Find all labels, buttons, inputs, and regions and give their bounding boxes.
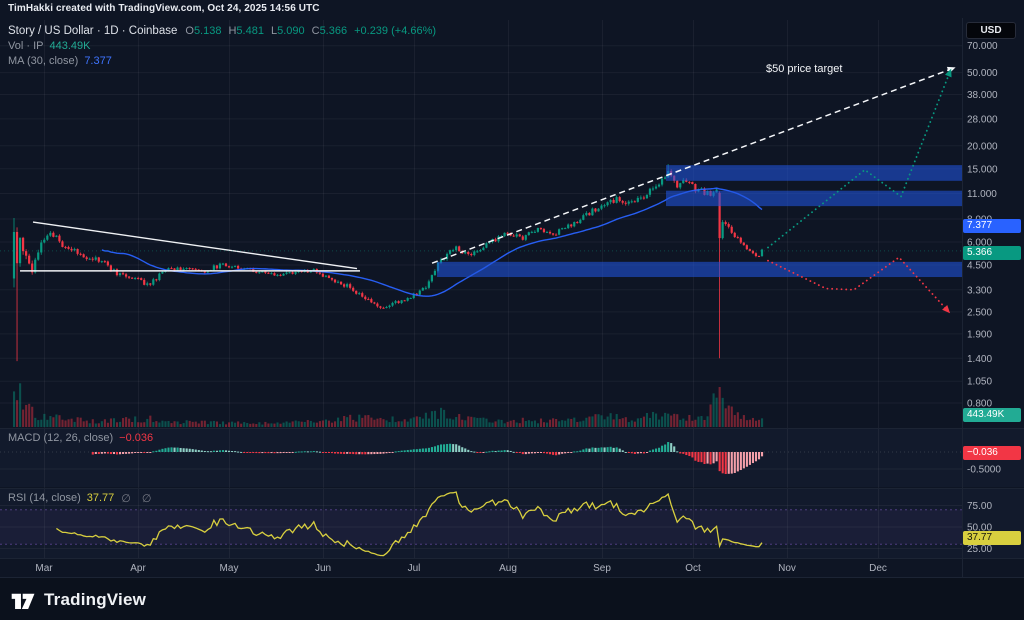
svg-text:38.000: 38.000 bbox=[967, 90, 998, 101]
svg-text:May: May bbox=[220, 563, 239, 574]
ohlc-high: H5.481 bbox=[228, 24, 264, 37]
svg-text:25.00: 25.00 bbox=[967, 544, 992, 555]
macd-label: MACD (12, 26, close) bbox=[8, 432, 114, 444]
chart-canvas[interactable]: 70.000 50.000 38.000 28.000 20.000 15.000 11.0… bbox=[0, 0, 1024, 578]
svg-text:3.300: 3.300 bbox=[967, 285, 992, 296]
svg-text:50.000: 50.000 bbox=[967, 68, 998, 79]
volume-value: 443.49K bbox=[49, 39, 91, 52]
svg-text:1.400: 1.400 bbox=[967, 354, 992, 365]
ma-price-badge: 7.377 bbox=[963, 219, 1021, 233]
rsi-value: 37.77 bbox=[86, 492, 115, 504]
svg-text:Oct: Oct bbox=[685, 563, 701, 574]
svg-text:Nov: Nov bbox=[778, 563, 796, 574]
symbol-title: Story / US Dollar · 1D · Coinbase bbox=[8, 24, 178, 37]
svg-text:Mar: Mar bbox=[35, 563, 53, 574]
macd-legend-row[interactable]: MACD (12, 26, close) −0.036 bbox=[8, 431, 153, 445]
svg-text:0.800: 0.800 bbox=[967, 398, 992, 409]
rsi-legend-row[interactable]: RSI (14, close) 37.77 ∅ ∅ bbox=[8, 491, 156, 505]
tradingview-brand-text: TradingView bbox=[44, 590, 147, 609]
svg-text:1.050: 1.050 bbox=[967, 377, 992, 388]
svg-text:Aug: Aug bbox=[499, 563, 517, 574]
svg-text:Jun: Jun bbox=[315, 563, 331, 574]
price-target-annotation: $50 price target bbox=[766, 63, 843, 75]
volume-legend-row[interactable]: Vol · IP 443.49K bbox=[8, 38, 436, 53]
svg-text:75.00: 75.00 bbox=[967, 501, 992, 512]
svg-text:1.900: 1.900 bbox=[967, 329, 992, 340]
rsi-empty-icons: ∅ ∅ bbox=[121, 492, 156, 505]
last-price-badge: 5.366 bbox=[963, 246, 1021, 260]
svg-text:Sep: Sep bbox=[593, 563, 611, 574]
ohlc-low: L5.090 bbox=[270, 24, 305, 37]
macd-value-badge: −0.036 bbox=[963, 446, 1021, 460]
ohlc-open: O5.138 bbox=[185, 24, 222, 37]
svg-text:6.000: 6.000 bbox=[967, 237, 992, 248]
legend: Story / US Dollar · 1D · Coinbase O5.138… bbox=[8, 23, 436, 68]
change-value: +0.239 (+4.66%) bbox=[354, 24, 437, 37]
macd-value: −0.036 bbox=[119, 432, 154, 444]
svg-text:15.000: 15.000 bbox=[967, 164, 998, 175]
rsi-label: RSI (14, close) bbox=[8, 492, 81, 504]
currency-usd-button[interactable]: USD bbox=[966, 22, 1016, 39]
ma-value: 7.377 bbox=[84, 54, 112, 67]
svg-text:28.000: 28.000 bbox=[967, 114, 998, 125]
svg-text:-0.5000: -0.5000 bbox=[967, 465, 1001, 476]
rsi-value-badge: 37.77 bbox=[963, 531, 1021, 545]
svg-text:Apr: Apr bbox=[130, 563, 146, 574]
tradingview-footer[interactable]: TradingView bbox=[10, 586, 146, 614]
tradingview-logo-icon bbox=[11, 593, 35, 609]
svg-text:2.500: 2.500 bbox=[967, 307, 992, 318]
svg-text:11.000: 11.000 bbox=[967, 189, 997, 200]
symbol-legend-row[interactable]: Story / US Dollar · 1D · Coinbase O5.138… bbox=[8, 23, 436, 38]
volume-badge: 443.49K bbox=[963, 408, 1021, 422]
ma-label: MA (30, close) bbox=[8, 54, 79, 67]
attribution-text: TimHakki created with TradingView.com, O… bbox=[8, 3, 320, 14]
svg-text:4.500: 4.500 bbox=[967, 260, 992, 271]
svg-text:70.000: 70.000 bbox=[967, 41, 998, 52]
svg-text:Jul: Jul bbox=[408, 563, 421, 574]
svg-text:Dec: Dec bbox=[869, 563, 887, 574]
ohlc-close: C5.366 bbox=[311, 24, 348, 37]
ma-legend-row[interactable]: MA (30, close) 7.377 bbox=[8, 53, 436, 68]
svg-text:20.000: 20.000 bbox=[967, 141, 998, 152]
volume-label: Vol · IP bbox=[8, 39, 44, 52]
svg-text:50.00: 50.00 bbox=[967, 523, 992, 534]
